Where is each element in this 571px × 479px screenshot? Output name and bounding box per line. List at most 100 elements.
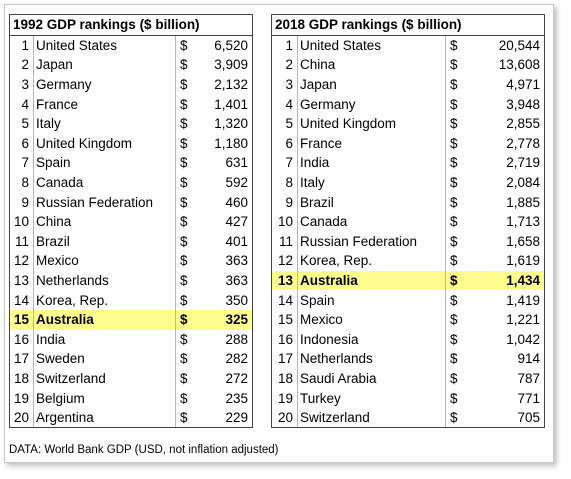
- table-row: 18 Switzerland $272: [9, 368, 253, 389]
- rank-cell: 14: [271, 290, 298, 310]
- country-cell: Germany: [33, 74, 176, 95]
- table-title: 1992 GDP rankings ($ billion): [9, 14, 253, 36]
- table-row: 12 Mexico $363: [9, 251, 253, 271]
- currency-cell: $: [175, 74, 198, 95]
- rank-cell: 1: [271, 35, 298, 56]
- value-cell: 1,658: [467, 231, 545, 252]
- rank-cell: 4: [271, 94, 298, 114]
- table-row: 19 Belgium $235: [9, 388, 253, 408]
- country-cell: United Kingdom: [297, 113, 446, 134]
- table-row: 16 Indonesia $1,042: [271, 329, 545, 350]
- country-cell: Spain: [297, 290, 446, 310]
- currency-cell: $: [445, 407, 468, 429]
- rank-cell: 14: [9, 290, 34, 310]
- currency-cell: $: [175, 407, 198, 429]
- currency-cell: $: [445, 172, 468, 193]
- table-row: 6 United Kingdom $1,180: [9, 133, 253, 154]
- currency-cell: $: [445, 388, 468, 408]
- country-cell: Netherlands: [297, 349, 446, 369]
- currency-cell: $: [175, 231, 198, 252]
- table-row: 12 Korea, Rep. $1,619: [271, 251, 545, 271]
- rank-cell: 10: [271, 211, 298, 232]
- country-cell: Brazil: [297, 192, 446, 212]
- currency-cell: $: [445, 231, 468, 252]
- value-cell: 771: [467, 388, 545, 408]
- currency-cell: $: [445, 133, 468, 154]
- country-cell: Korea, Rep.: [297, 251, 446, 271]
- source-note: DATA: World Bank GDP (USD, not inflation…: [9, 444, 279, 456]
- table-row: 5 Italy $1,320: [9, 113, 253, 134]
- currency-cell: $: [445, 251, 468, 271]
- value-cell: 787: [467, 368, 545, 389]
- value-cell: 20,544: [467, 35, 545, 56]
- currency-cell: $: [175, 55, 198, 75]
- table-row: 18 Saudi Arabia $787: [271, 368, 545, 389]
- country-cell: Korea, Rep.: [33, 290, 176, 310]
- rank-cell: 8: [9, 172, 34, 193]
- value-cell: 1,320: [197, 113, 253, 134]
- table-row: 10 China $427: [9, 211, 253, 232]
- value-cell: 401: [197, 231, 253, 252]
- value-cell: 705: [467, 407, 545, 429]
- currency-cell: $: [175, 113, 198, 134]
- currency-cell: $: [175, 211, 198, 232]
- table-row: 4 France $1,401: [9, 94, 253, 114]
- rank-cell: 5: [271, 113, 298, 134]
- country-cell: Switzerland: [33, 368, 176, 389]
- value-cell: 2,778: [467, 133, 545, 154]
- country-cell: Belgium: [33, 388, 176, 408]
- currency-cell: $: [445, 113, 468, 134]
- table-row: 8 Canada $592: [9, 172, 253, 193]
- currency-cell: $: [175, 329, 198, 350]
- value-cell: 2,084: [467, 172, 545, 193]
- country-cell: Netherlands: [33, 270, 176, 291]
- currency-cell: $: [175, 153, 198, 173]
- rank-cell: 6: [9, 133, 34, 154]
- table-row: 19 Turkey $771: [271, 388, 545, 408]
- value-cell: 460: [197, 192, 253, 212]
- country-cell: Canada: [297, 211, 446, 232]
- table-row: 5 United Kingdom $2,855: [271, 113, 545, 134]
- table-row: 3 Germany $2,132: [9, 74, 253, 95]
- rank-cell: 8: [271, 172, 298, 193]
- rank-cell: 18: [271, 368, 298, 389]
- rank-cell: 1: [9, 35, 34, 56]
- value-cell: 427: [197, 211, 253, 232]
- rank-cell: 7: [9, 153, 34, 173]
- currency-cell: $: [445, 35, 468, 56]
- value-cell: 2,719: [467, 153, 545, 173]
- currency-cell: $: [175, 172, 198, 193]
- table-row: 2 Japan $3,909: [9, 55, 253, 75]
- country-cell: Turkey: [297, 388, 446, 408]
- country-cell: Switzerland: [297, 407, 446, 429]
- value-cell: 3,909: [197, 55, 253, 75]
- currency-cell: $: [175, 94, 198, 114]
- table-row: 17 Netherlands $914: [271, 349, 545, 369]
- table-row: 1 United States $20,544: [271, 35, 545, 56]
- country-cell: France: [33, 94, 176, 114]
- country-cell: Canada: [33, 172, 176, 193]
- currency-cell: $: [175, 35, 198, 56]
- rank-cell: 20: [9, 407, 34, 429]
- country-cell: India: [297, 153, 446, 173]
- rank-cell: 13: [271, 270, 298, 291]
- table-row: 13 Netherlands $363: [9, 270, 253, 291]
- rank-cell: 17: [9, 349, 34, 369]
- country-cell: Russian Federation: [297, 231, 446, 252]
- value-cell: 914: [467, 349, 545, 369]
- table-row: 4 Germany $3,948: [271, 94, 545, 114]
- rank-cell: 3: [9, 74, 34, 95]
- rank-cell: 19: [271, 388, 298, 408]
- country-cell: United States: [297, 35, 446, 56]
- currency-cell: $: [175, 192, 198, 212]
- table-row: 7 India $2,719: [271, 153, 545, 173]
- rank-cell: 5: [9, 113, 34, 134]
- value-cell: 288: [197, 329, 253, 350]
- table-row: 14 Spain $1,419: [271, 290, 545, 310]
- table-row: 6 France $2,778: [271, 133, 545, 154]
- currency-cell: $: [445, 290, 468, 310]
- rank-cell: 15: [9, 309, 34, 330]
- value-cell: 1,401: [197, 94, 253, 114]
- country-cell: Sweden: [33, 349, 176, 369]
- rank-cell: 11: [271, 231, 298, 252]
